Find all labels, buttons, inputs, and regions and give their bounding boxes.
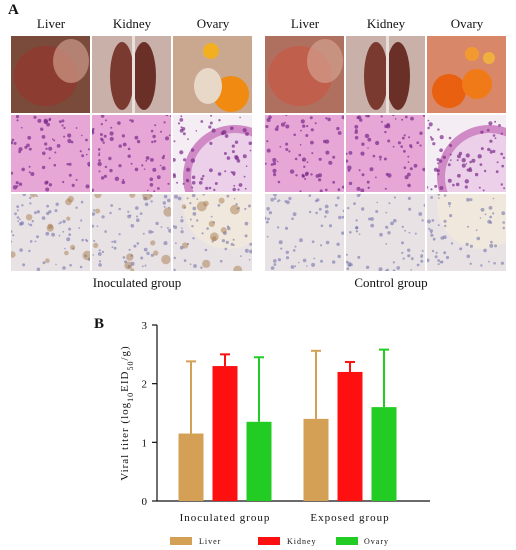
- bar-liver-exposed: [303, 418, 329, 501]
- legend-label-kidney: Kidney: [287, 537, 317, 546]
- chart-axes: 0 1 2 3 Viral titer (log10EID50/g) Inoculated…: [119, 320, 430, 524]
- control-kidney-ihc-stain-image: [346, 194, 425, 271]
- left-col-label-kidney: Kidney: [112, 16, 152, 31]
- legend-swatch-liver: [170, 537, 192, 545]
- left-col-label-ovary: Ovary: [196, 16, 230, 31]
- inoculated-ovary-ihc-stain-image: [173, 194, 252, 271]
- bar-ovary-inoculated: [246, 421, 272, 501]
- bar-kidney-exposed: [337, 371, 363, 501]
- left-col-label-liver: Liver: [36, 16, 66, 31]
- inoculated-ovary-gross-photo-image: [173, 36, 252, 113]
- control-liver-he-stain-image: [265, 115, 344, 192]
- inoculated-liver-ihc-stain-image: [11, 194, 90, 271]
- legend-label-liver: Liver: [199, 537, 221, 546]
- control-liver-gross-photo-image: [265, 36, 344, 113]
- y-tick-label: 3: [142, 320, 148, 332]
- chart-bars: [178, 348, 397, 501]
- y-axis-label: Viral titer (log10EID50/g): [119, 345, 135, 480]
- control-liver-ihc-stain-image: [265, 194, 344, 271]
- inoculated-ovary-he-stain-image: [173, 115, 252, 192]
- right-col-label-kidney: Kidney: [366, 16, 406, 31]
- x-category-label: Inoculated group: [180, 512, 271, 524]
- bar-kidney-inoculated: [212, 366, 238, 501]
- y-tick-label: 2: [142, 379, 148, 391]
- legend-swatch-ovary: [336, 537, 358, 545]
- inoculated-kidney-he-stain-image: [92, 115, 171, 192]
- inoculated-group-label: Inoculated group: [92, 275, 182, 290]
- inoculated-kidney-gross-photo-image: [92, 36, 171, 113]
- chart-legend: Liver Kidney Ovary: [170, 537, 389, 546]
- control-group-label: Control group: [354, 275, 428, 290]
- inoculated-liver-gross-photo-image: [11, 36, 90, 113]
- control-kidney-gross-photo-image: [346, 36, 425, 113]
- right-col-label-liver: Liver: [290, 16, 320, 31]
- legend-swatch-kidney: [258, 537, 280, 545]
- x-category-label: Exposed group: [310, 512, 389, 524]
- right-col-label-ovary: Ovary: [450, 16, 484, 31]
- control-ovary-gross-photo-image: [427, 36, 506, 113]
- bar-liver-inoculated: [178, 433, 204, 501]
- y-tick-label: 1: [142, 437, 148, 449]
- control-ovary-he-stain-image: [427, 115, 506, 192]
- inoculated-liver-he-stain-image: [11, 115, 90, 192]
- legend-label-ovary: Ovary: [364, 537, 389, 546]
- bar-ovary-exposed: [371, 407, 397, 501]
- inoculated-kidney-ihc-stain-image: [92, 194, 171, 271]
- control-kidney-he-stain-image: [346, 115, 425, 192]
- panel-a-letter: A: [8, 2, 19, 18]
- y-tick-label: 0: [142, 496, 148, 508]
- panel-b-letter: B: [94, 316, 105, 332]
- control-ovary-ihc-stain-image: [427, 194, 506, 271]
